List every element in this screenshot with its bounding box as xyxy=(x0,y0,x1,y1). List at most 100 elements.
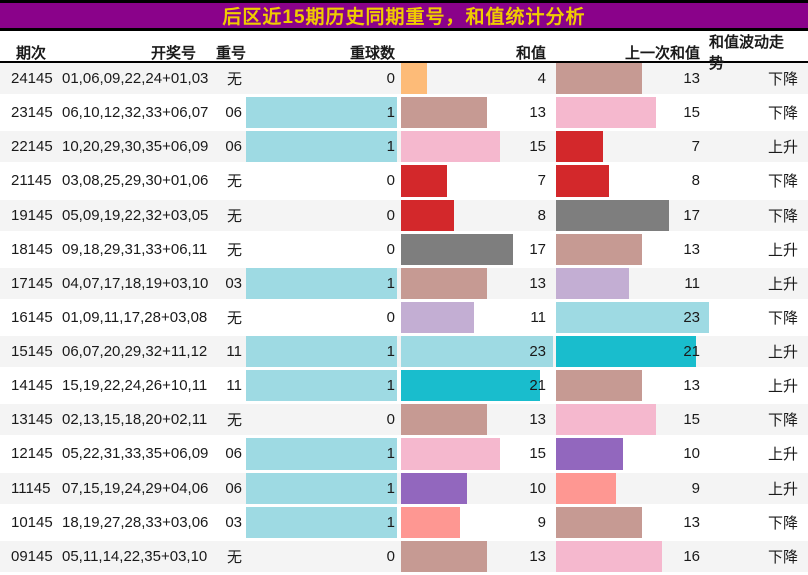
prev-sum-value: 15 xyxy=(683,411,700,429)
cell-trend: 上升 xyxy=(767,344,798,362)
cell-dup-count: 0 xyxy=(246,63,400,94)
prev-sum-bar xyxy=(556,506,642,538)
cell-draw-numbers: 03,08,25,29,30+01,06 xyxy=(62,172,209,190)
cell-dup-count: 1 xyxy=(246,370,400,402)
cell-trend: 下降 xyxy=(767,173,798,191)
column-header-dup-count: 重球数 xyxy=(349,44,395,62)
table-row: 16145 01,09,11,17,28+03,08 无 0 11 23 下降 xyxy=(0,301,808,336)
column-header-prev-sum: 上一次和值 xyxy=(624,44,700,62)
table-row: 17145 04,07,17,18,19+03,10 03 1 13 11 上升 xyxy=(0,267,808,302)
cell-sum: 23 xyxy=(400,336,553,368)
cell-duplicate: 无 xyxy=(226,412,242,430)
cell-period: 12145 xyxy=(11,445,53,463)
prev-sum-bar xyxy=(556,131,603,163)
sum-value: 13 xyxy=(529,274,546,292)
cell-draw-numbers: 05,22,31,33,35+06,09 xyxy=(62,445,209,463)
sum-bar xyxy=(401,97,487,129)
sum-value: 15 xyxy=(529,445,546,463)
cell-dup-count: 1 xyxy=(246,506,400,538)
prev-sum-value: 13 xyxy=(683,240,700,258)
cell-sum: 15 xyxy=(400,131,553,163)
prev-sum-value: 17 xyxy=(683,206,700,224)
sum-value: 4 xyxy=(537,70,546,88)
prev-sum-bar xyxy=(556,336,696,368)
sum-bar xyxy=(401,540,487,572)
prev-sum-value: 23 xyxy=(683,308,700,326)
prev-sum-bar xyxy=(556,438,623,470)
prev-sum-bar xyxy=(556,301,709,333)
cell-dup-count: 1 xyxy=(246,472,400,504)
table-row: 15145 06,07,20,29,32+11,12 11 1 23 21 上升 xyxy=(0,336,808,371)
dup-count-value: 0 xyxy=(386,206,395,224)
cell-trend: 下降 xyxy=(767,514,798,532)
cell-duplicate: 03 xyxy=(225,513,242,531)
sum-bar xyxy=(401,438,500,470)
cell-sum: 15 xyxy=(400,438,553,470)
cell-sum: 4 xyxy=(400,63,553,95)
table-row: 09145 05,11,14,22,35+03,10 无 0 13 16 下降 xyxy=(0,540,808,575)
sum-value: 17 xyxy=(529,240,546,258)
title-bar: 后区近15期历史同期重号，和值统计分析 xyxy=(0,0,808,31)
table-row: 10145 18,19,27,28,33+03,06 03 1 9 13 下降 xyxy=(0,506,808,541)
prev-sum-bar xyxy=(556,199,669,231)
prev-sum-value: 7 xyxy=(691,138,700,156)
cell-prev-sum: 13 xyxy=(553,506,709,538)
table-row: 22145 10,20,29,30,35+06,09 06 1 15 7 上升 xyxy=(0,131,808,166)
cell-sum: 10 xyxy=(400,472,553,504)
cell-prev-sum: 8 xyxy=(553,165,709,197)
table-row: 18145 09,18,29,31,33+06,11 无 0 17 13 上升 xyxy=(0,233,808,268)
cell-period: 09145 xyxy=(11,547,53,565)
cell-draw-numbers: 06,07,20,29,32+11,12 xyxy=(62,343,208,361)
cell-draw-numbers: 18,19,27,28,33+03,06 xyxy=(62,513,209,531)
cell-prev-sum: 15 xyxy=(553,404,709,436)
prev-sum-bar xyxy=(556,404,656,436)
sum-value: 8 xyxy=(537,206,546,224)
cell-prev-sum: 21 xyxy=(553,336,709,368)
dup-count-bar xyxy=(246,506,397,538)
prev-sum-bar xyxy=(556,165,609,197)
column-header-period: 期次 xyxy=(16,44,47,62)
cell-sum: 9 xyxy=(400,506,553,538)
cell-draw-numbers: 05,09,19,22,32+03,05 xyxy=(62,206,209,224)
cell-duplicate: 无 xyxy=(226,207,242,225)
cell-period: 22145 xyxy=(11,138,53,156)
cell-prev-sum: 17 xyxy=(553,199,709,231)
sum-bar xyxy=(401,301,474,333)
table-row: 12145 05,22,31,33,35+06,09 06 1 15 10 上升 xyxy=(0,438,808,473)
cell-prev-sum: 13 xyxy=(553,370,709,402)
cell-trend: 上升 xyxy=(767,480,798,498)
cell-sum: 21 xyxy=(400,370,553,402)
cell-draw-numbers: 06,10,12,32,33+06,07 xyxy=(62,104,209,122)
cell-period: 18145 xyxy=(11,240,53,258)
cell-period: 17145 xyxy=(11,274,53,292)
prev-sum-value: 11 xyxy=(684,274,700,292)
cell-duplicate: 06 xyxy=(225,479,242,497)
sum-bar xyxy=(401,199,454,231)
sum-bar xyxy=(401,233,513,265)
cell-dup-count: 0 xyxy=(246,541,400,572)
cell-period: 10145 xyxy=(11,513,53,531)
cell-duplicate: 06 xyxy=(225,445,242,463)
page-title: 后区近15期历史同期重号，和值统计分析 xyxy=(222,7,586,28)
dup-count-value: 1 xyxy=(386,445,395,463)
cell-draw-numbers: 01,06,09,22,24+01,03 xyxy=(62,70,209,88)
cell-draw-numbers: 07,15,19,24,29+04,06 xyxy=(62,479,209,497)
dup-count-value: 0 xyxy=(386,411,395,429)
cell-dup-count: 0 xyxy=(246,234,400,265)
cell-sum: 13 xyxy=(400,267,553,299)
cell-prev-sum: 7 xyxy=(553,131,709,163)
cell-period: 13145 xyxy=(11,411,53,429)
cell-draw-numbers: 15,19,22,24,26+10,11 xyxy=(62,377,208,395)
sum-value: 13 xyxy=(529,104,546,122)
cell-duplicate: 无 xyxy=(226,309,242,327)
cell-duplicate: 03 xyxy=(225,274,242,292)
table-header-row: 期次 开奖号 重号 重球数 和值 上一次和值 和值波动走势 xyxy=(0,31,808,72)
cell-draw-numbers: 02,13,15,18,20+02,11 xyxy=(62,411,208,429)
cell-prev-sum: 15 xyxy=(553,97,709,129)
prev-sum-bar xyxy=(556,370,642,402)
dup-count-value: 0 xyxy=(386,172,395,190)
cell-period: 19145 xyxy=(11,206,53,224)
dup-count-bar xyxy=(246,97,397,129)
dup-count-value: 1 xyxy=(386,479,395,497)
cell-trend: 下降 xyxy=(767,105,798,123)
